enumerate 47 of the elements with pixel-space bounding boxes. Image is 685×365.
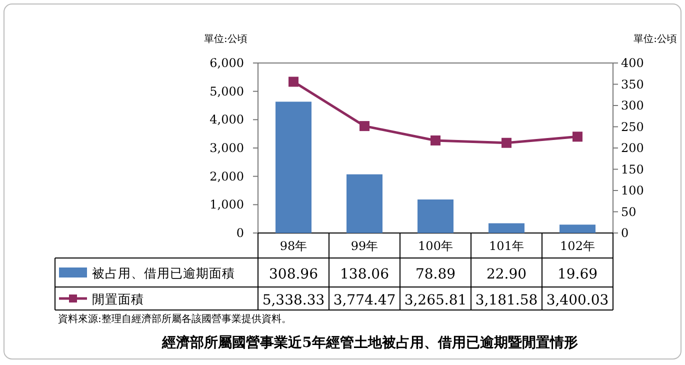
data-label: 308.96 bbox=[269, 266, 318, 282]
data-label: 3,400.03 bbox=[546, 292, 609, 308]
data-label: 19.69 bbox=[557, 266, 598, 282]
y-tick-label: 4,000 bbox=[210, 112, 244, 127]
source-note: 資料來源:整理自經濟部所屬各該國營事業提供資料。 bbox=[58, 313, 292, 325]
text: 經濟部所屬國營事業近5年經管土地被占用、借用已逾期暨閒置情形 bbox=[161, 334, 578, 351]
point bbox=[360, 121, 370, 132]
data-label: 3,181.58 bbox=[475, 292, 538, 308]
data-label: 22.90 bbox=[486, 266, 527, 282]
y-tick-label: 2,000 bbox=[210, 169, 244, 184]
point bbox=[572, 132, 582, 142]
y2-tick-label: 200 bbox=[621, 141, 644, 155]
legend-label: 閒置面積 bbox=[92, 292, 144, 306]
data-label: 78.89 bbox=[415, 266, 456, 282]
x-tick-label: 100年 bbox=[418, 239, 453, 253]
data-label: 3,774.47 bbox=[333, 292, 396, 308]
bar bbox=[418, 199, 454, 233]
y-tick-label: 6,000 bbox=[210, 56, 244, 70]
y2-tick-label: 350 bbox=[621, 77, 644, 92]
bar bbox=[346, 174, 382, 233]
point bbox=[502, 138, 512, 148]
y-axis-title: 單位:公頃 bbox=[204, 33, 248, 45]
data-label: 3,265.81 bbox=[404, 292, 467, 308]
legend-label: 被占用、借用已逾期面積 bbox=[92, 266, 235, 280]
x-tick-label: 101年 bbox=[489, 239, 524, 253]
y2-tick-label: 150 bbox=[621, 162, 644, 176]
y-tick-label: 3,000 bbox=[210, 141, 244, 155]
y-tick-label: 0 bbox=[236, 226, 244, 240]
y2-tick-label: 400 bbox=[621, 56, 644, 70]
point bbox=[288, 76, 298, 87]
y2-axis-title: 單位:公頃 bbox=[634, 33, 677, 45]
y-tick-label: 5,000 bbox=[210, 84, 244, 98]
bar bbox=[488, 223, 524, 233]
data-label: 138.06 bbox=[340, 266, 390, 282]
y2-tick-label: 100 bbox=[621, 184, 644, 198]
x-tick-label: 99年 bbox=[350, 239, 378, 253]
x-tick-label: 98年 bbox=[280, 239, 308, 253]
y2-tick-label: 0 bbox=[621, 226, 629, 240]
y-tick-label: 1,000 bbox=[210, 198, 244, 212]
y2-tick-label: 50 bbox=[621, 204, 636, 219]
y2-tick-label: 250 bbox=[621, 120, 644, 134]
point bbox=[430, 135, 440, 146]
x-tick-label: 102年 bbox=[560, 239, 595, 253]
bar bbox=[276, 102, 312, 233]
bar bbox=[560, 224, 596, 233]
data-label: 5,338.33 bbox=[262, 292, 325, 308]
y2-tick-label: 300 bbox=[621, 98, 644, 112]
